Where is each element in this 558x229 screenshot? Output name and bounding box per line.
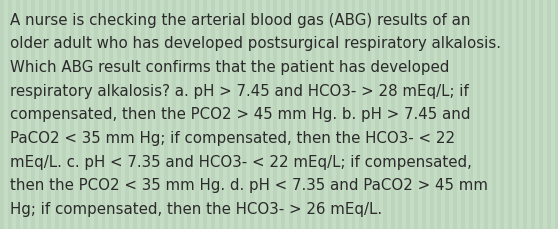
Bar <box>461 0 465 229</box>
Bar <box>70 0 74 229</box>
Bar <box>445 0 449 229</box>
Bar <box>477 0 480 229</box>
Text: older adult who has developed postsurgical respiratory alkalosis.: older adult who has developed postsurgic… <box>10 36 501 51</box>
Text: PaCO2 < 35 mm Hg; if compensated, then the HCO3- < 22: PaCO2 < 35 mm Hg; if compensated, then t… <box>10 131 455 145</box>
Bar <box>281 0 285 229</box>
Bar <box>117 0 121 229</box>
Bar <box>39 0 43 229</box>
Text: Which ABG result confirms that the patient has developed: Which ABG result confirms that the patie… <box>10 60 449 75</box>
Bar <box>289 0 293 229</box>
Bar <box>125 0 129 229</box>
Bar <box>211 0 215 229</box>
Bar <box>305 0 309 229</box>
Text: then the PCO2 < 35 mm Hg. d. pH < 7.35 and PaCO2 > 45 mm: then the PCO2 < 35 mm Hg. d. pH < 7.35 a… <box>10 178 488 193</box>
Bar <box>62 0 66 229</box>
Text: A nurse is checking the arterial blood gas (ABG) results of an: A nurse is checking the arterial blood g… <box>10 13 470 27</box>
Bar <box>219 0 223 229</box>
Bar <box>328 0 332 229</box>
Bar <box>500 0 504 229</box>
Bar <box>406 0 410 229</box>
Bar <box>47 0 51 229</box>
Bar <box>391 0 395 229</box>
Bar <box>86 0 90 229</box>
Bar <box>523 0 527 229</box>
Bar <box>508 0 512 229</box>
Bar <box>352 0 355 229</box>
Bar <box>359 0 363 229</box>
Bar <box>234 0 238 229</box>
Bar <box>344 0 348 229</box>
Bar <box>78 0 82 229</box>
Bar <box>133 0 137 229</box>
Bar <box>250 0 254 229</box>
Bar <box>312 0 316 229</box>
Bar <box>55 0 59 229</box>
Bar <box>297 0 301 229</box>
Bar <box>453 0 457 229</box>
Bar <box>258 0 262 229</box>
Bar <box>414 0 418 229</box>
Bar <box>172 0 176 229</box>
Bar <box>555 0 558 229</box>
Bar <box>148 0 152 229</box>
Bar <box>195 0 199 229</box>
Bar <box>273 0 277 229</box>
Bar <box>141 0 145 229</box>
Bar <box>187 0 191 229</box>
Bar <box>0 0 4 229</box>
Text: mEq/L. c. pH < 7.35 and HCO3- < 22 mEq/L; if compensated,: mEq/L. c. pH < 7.35 and HCO3- < 22 mEq/L… <box>10 154 472 169</box>
Bar <box>367 0 371 229</box>
Bar <box>94 0 98 229</box>
Bar <box>547 0 551 229</box>
Text: compensated, then the PCO2 > 45 mm Hg. b. pH > 7.45 and: compensated, then the PCO2 > 45 mm Hg. b… <box>10 107 470 122</box>
Bar <box>539 0 543 229</box>
Text: Hg; if compensated, then the HCO3- > 26 mEq/L.: Hg; if compensated, then the HCO3- > 26 … <box>10 201 382 216</box>
Bar <box>437 0 441 229</box>
Bar <box>266 0 270 229</box>
Bar <box>109 0 113 229</box>
Bar <box>320 0 324 229</box>
Bar <box>156 0 160 229</box>
Bar <box>484 0 488 229</box>
Bar <box>242 0 246 229</box>
Bar <box>430 0 434 229</box>
Bar <box>180 0 184 229</box>
Bar <box>398 0 402 229</box>
Bar <box>469 0 473 229</box>
Bar <box>31 0 35 229</box>
Bar <box>375 0 379 229</box>
Bar <box>383 0 387 229</box>
Bar <box>422 0 426 229</box>
Bar <box>516 0 519 229</box>
Bar <box>16 0 20 229</box>
Bar <box>203 0 207 229</box>
Text: respiratory alkalosis? a. pH > 7.45 and HCO3- > 28 mEq/L; if: respiratory alkalosis? a. pH > 7.45 and … <box>10 83 469 98</box>
Bar <box>492 0 496 229</box>
Bar <box>531 0 535 229</box>
Bar <box>8 0 12 229</box>
Bar <box>102 0 105 229</box>
Bar <box>227 0 230 229</box>
Bar <box>164 0 168 229</box>
Bar <box>23 0 27 229</box>
Bar <box>336 0 340 229</box>
